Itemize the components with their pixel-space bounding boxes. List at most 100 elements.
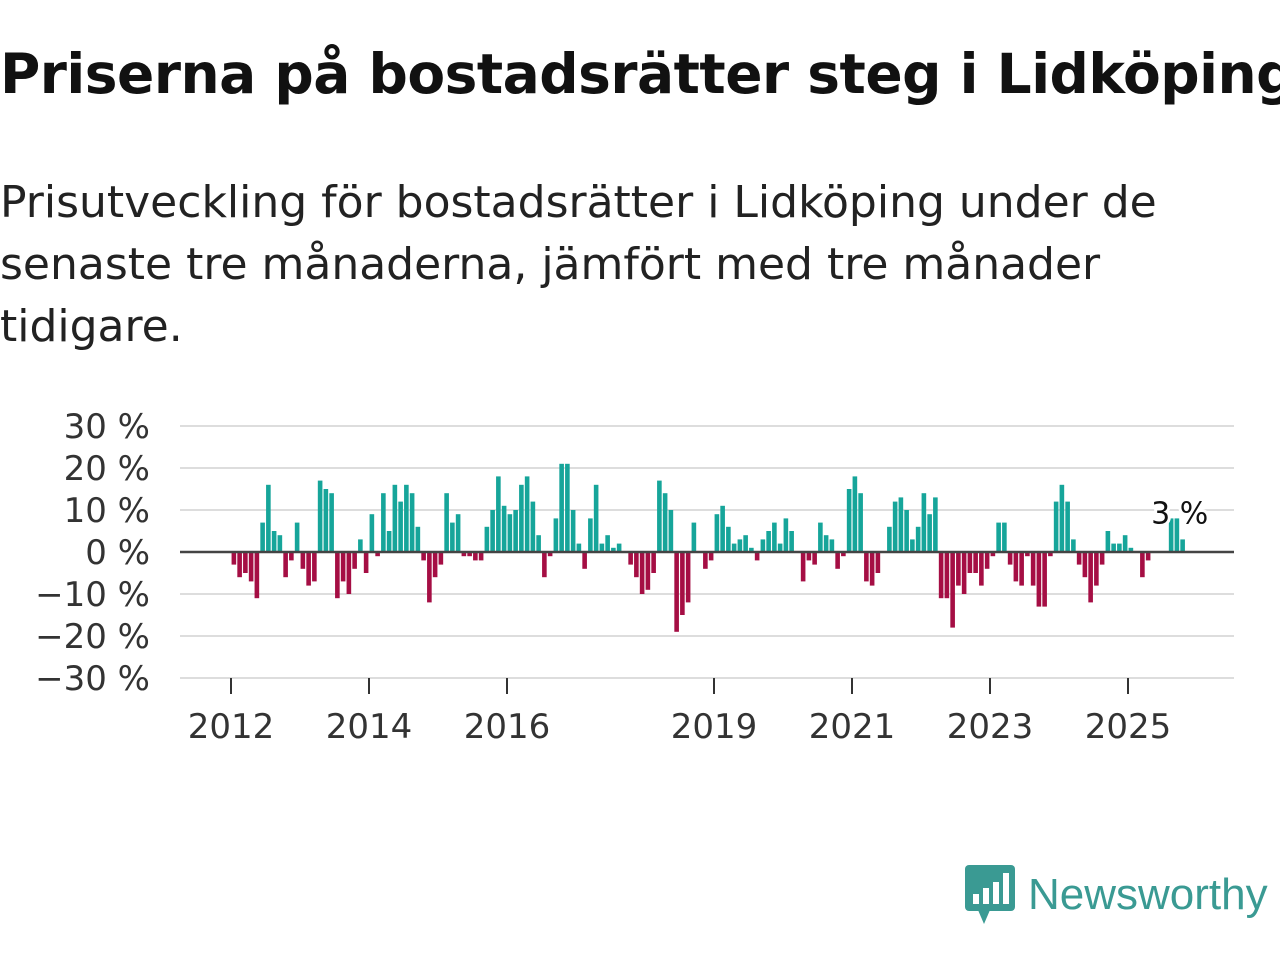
y-tick-label: 20 % <box>64 449 150 489</box>
bar <box>1007 552 1013 565</box>
bar <box>720 505 725 552</box>
bar <box>990 552 996 557</box>
bar <box>599 543 605 552</box>
bar <box>714 514 720 552</box>
bar <box>708 552 714 561</box>
bar <box>312 552 317 582</box>
bar <box>789 531 794 552</box>
bar <box>674 552 679 632</box>
bar <box>248 552 254 582</box>
bar <box>812 552 817 565</box>
bar <box>869 552 875 586</box>
bar <box>369 514 375 552</box>
bar <box>490 510 495 552</box>
bar <box>979 552 984 586</box>
bar <box>513 510 518 552</box>
bar <box>852 476 858 552</box>
bar <box>1140 552 1145 578</box>
bar <box>473 552 478 561</box>
y-tick-label: 30 % <box>64 407 150 447</box>
bar <box>956 552 961 586</box>
bar <box>306 552 311 586</box>
bar <box>760 539 766 552</box>
bar <box>467 552 472 557</box>
bar <box>950 552 955 628</box>
bar <box>1088 552 1093 603</box>
bar <box>392 484 398 552</box>
bar <box>1065 501 1070 552</box>
chart-title: Priserna på bostadsrätter steg i Lidköpi… <box>0 42 1280 106</box>
bar <box>1168 518 1174 552</box>
brand: Newsworthy <box>964 862 1268 928</box>
bar <box>1036 552 1042 607</box>
bar <box>1117 543 1122 552</box>
bar <box>1019 552 1024 586</box>
bar <box>1128 547 1134 552</box>
bar <box>806 552 812 561</box>
bar <box>749 547 754 552</box>
bar <box>1042 552 1047 607</box>
bar <box>823 535 829 552</box>
bar <box>346 552 352 594</box>
bar <box>754 552 760 561</box>
bar <box>1013 552 1019 582</box>
bar <box>616 543 622 552</box>
bar <box>996 522 1001 552</box>
bar <box>553 518 559 552</box>
bar <box>1122 535 1128 552</box>
bar <box>726 526 731 552</box>
brand-name: Newsworthy <box>1028 870 1268 919</box>
bar <box>352 552 357 569</box>
bar <box>559 463 564 552</box>
bar <box>593 484 599 552</box>
bar <box>657 480 662 552</box>
bar <box>565 463 570 552</box>
bar <box>243 552 248 573</box>
y-axis: 30 %20 %10 %0 %−10 %−20 %−30 % <box>35 407 150 699</box>
bar <box>1174 518 1180 552</box>
bar <box>542 552 547 578</box>
x-tick-label: 2016 <box>464 707 551 747</box>
bar <box>1111 543 1116 552</box>
bar <box>611 547 616 552</box>
bar <box>266 484 271 552</box>
bar <box>421 552 426 561</box>
last-value-label: 3 % <box>1151 496 1208 531</box>
bar <box>404 484 409 552</box>
bar <box>524 476 530 552</box>
bar <box>1025 552 1030 557</box>
bar <box>260 522 265 552</box>
bar <box>576 543 582 552</box>
bar-chart: 30 %20 %10 %0 %−10 %−20 %−30 % 2012 2014 2… <box>35 407 1234 747</box>
bar <box>438 552 444 565</box>
bar <box>1094 552 1099 586</box>
bar <box>427 552 432 603</box>
bar <box>967 552 973 573</box>
bar <box>875 552 881 573</box>
y-tick-label: 0 % <box>85 533 150 573</box>
bar <box>409 493 415 552</box>
bar <box>910 539 915 552</box>
bar <box>892 501 898 552</box>
bar <box>317 480 323 552</box>
bar <box>1076 552 1082 565</box>
y-tick-label: 10 % <box>64 491 150 531</box>
bar <box>501 505 507 552</box>
bar <box>289 552 294 561</box>
bar <box>1048 552 1053 557</box>
bar <box>858 493 863 552</box>
bar <box>478 552 484 561</box>
bar <box>300 552 306 569</box>
bar <box>961 552 967 594</box>
bar <box>731 543 737 552</box>
bar <box>800 552 806 582</box>
y-tick-label: −20 % <box>35 617 150 657</box>
bar <box>254 552 260 599</box>
bar <box>363 552 369 573</box>
bar <box>841 552 846 557</box>
bar <box>582 552 587 569</box>
bar <box>1030 552 1036 586</box>
bar <box>783 518 789 552</box>
bar <box>829 539 835 552</box>
bar <box>645 552 651 590</box>
